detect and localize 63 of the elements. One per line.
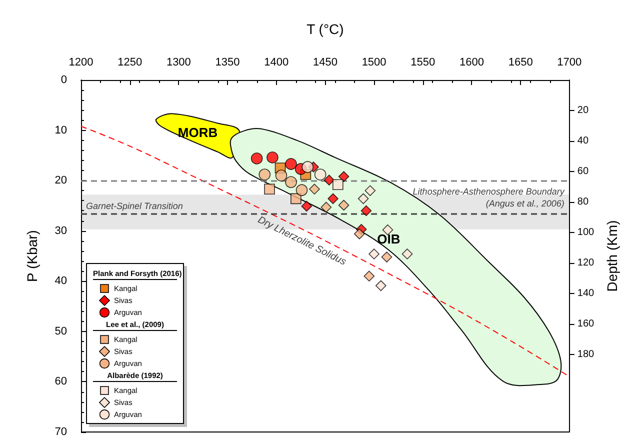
point (290, 193, 302, 204)
series-label: OIB (377, 231, 400, 246)
x-tick-label: 1400 (264, 56, 289, 68)
x-tick-label: 1200 (68, 56, 94, 68)
point (338, 171, 350, 182)
point (368, 248, 380, 260)
y2-tick-label: 60 (577, 166, 589, 177)
y2-tick-label: 120 (577, 257, 595, 268)
y-tick-label: 40 (54, 275, 67, 288)
y2-tick-label: 160 (577, 318, 595, 330)
y-tick-label: 10 (54, 124, 67, 136)
point (360, 205, 372, 216)
point (320, 202, 332, 213)
y2-tick-label: 180 (577, 348, 595, 360)
y2-tick-label: 80 (577, 196, 589, 208)
x-axis-title: T (°C) (306, 21, 344, 37)
point (354, 228, 365, 240)
x-tick-label: 1700 (557, 56, 582, 68)
x-tick-label: 1250 (118, 56, 142, 68)
y2-tick-label: 140 (577, 288, 595, 299)
x-tick-label: 1450 (312, 56, 338, 68)
point (250, 152, 263, 164)
x-tick-label: 1500 (362, 56, 386, 68)
point (285, 158, 297, 170)
y-tick-label: 60 (54, 376, 67, 388)
series-label: MORB (178, 125, 218, 140)
point (375, 280, 386, 292)
point (309, 184, 320, 195)
point (332, 179, 344, 190)
point (258, 168, 271, 180)
y-tick-label: 70 (54, 426, 67, 438)
point (358, 193, 369, 204)
point (314, 168, 326, 180)
y2-axis-title: Depth (Km) (604, 220, 620, 292)
point (364, 270, 375, 282)
point (324, 174, 335, 186)
point (296, 184, 308, 196)
y2-tick-label: 20 (577, 104, 589, 116)
point (402, 248, 413, 260)
x-tick-label: 1650 (508, 56, 533, 68)
x-tick-label: 1350 (215, 56, 240, 68)
point (381, 252, 392, 262)
point (301, 200, 312, 212)
x-tick-label: 1300 (166, 56, 191, 68)
point (302, 161, 314, 173)
point (364, 185, 376, 196)
y2-tick-label: 100 (577, 226, 595, 238)
point (266, 152, 278, 164)
ref-line-label: Lithosphere-Asthenosphere Boundary (Angus et al., 2006) (412, 186, 565, 209)
point (338, 200, 350, 211)
y2-tick-label: 40 (577, 135, 589, 146)
x-tick-label: 1550 (410, 56, 436, 68)
y-axis-title: P (Kbar) (24, 230, 40, 282)
band-label: Garnet-Spinel Transition (86, 201, 183, 211)
y-tick-label: 0 (60, 74, 67, 86)
point (285, 176, 297, 188)
x-tick-label: 1600 (459, 56, 484, 68)
point (264, 184, 275, 195)
y-tick-label: 30 (54, 224, 67, 237)
point (328, 193, 338, 204)
y-tick-label: 50 (54, 325, 67, 338)
y-tick-label: 20 (54, 174, 67, 187)
point (275, 170, 288, 182)
